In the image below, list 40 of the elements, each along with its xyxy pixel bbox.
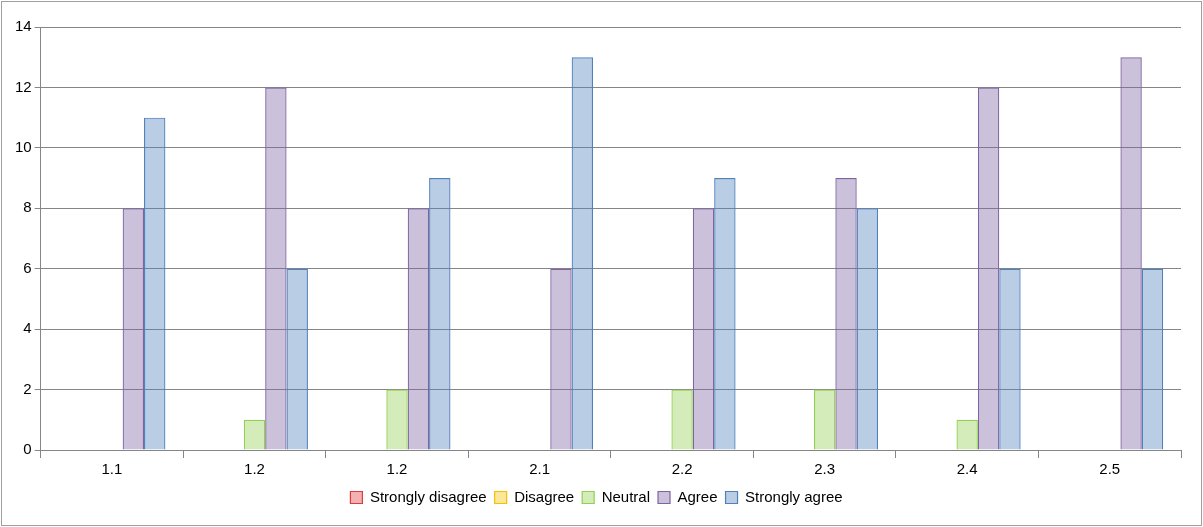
bar bbox=[571, 57, 594, 450]
x-tick-label: 2.1 bbox=[529, 460, 550, 478]
x-tick-label: 2.4 bbox=[956, 460, 978, 478]
y-tick-label: 6 bbox=[23, 258, 32, 276]
bar bbox=[999, 268, 1021, 450]
legend-label: Strongly disagree bbox=[369, 487, 487, 505]
y-tick-label: 8 bbox=[23, 198, 32, 216]
x-tick-label: 2.3 bbox=[814, 460, 836, 478]
bar bbox=[671, 389, 693, 450]
bar bbox=[813, 389, 836, 450]
y-tick-label: 14 bbox=[15, 17, 32, 35]
legend-label: Strongly agree bbox=[745, 487, 843, 505]
legend-label: Disagree bbox=[514, 487, 575, 505]
y-tick-label: 4 bbox=[23, 319, 32, 337]
y-tick-label: 0 bbox=[23, 440, 32, 458]
x-tick-label: 2.2 bbox=[671, 460, 693, 478]
bar bbox=[122, 208, 145, 450]
bar bbox=[715, 179, 735, 450]
bar bbox=[144, 117, 166, 450]
bar bbox=[550, 268, 572, 450]
bar bbox=[977, 87, 1000, 450]
x-tick-label: 1.1 bbox=[101, 460, 123, 478]
bar bbox=[265, 87, 287, 450]
x-tick-label: 1.2 bbox=[386, 460, 408, 478]
bar bbox=[430, 179, 450, 450]
y-tick-label: 2 bbox=[23, 379, 32, 397]
bar bbox=[1141, 268, 1164, 450]
legend-label: Agree bbox=[677, 487, 718, 505]
x-tick-label: 2.5 bbox=[1099, 460, 1121, 478]
y-tick-label: 12 bbox=[15, 77, 32, 95]
bar bbox=[407, 208, 430, 450]
bar bbox=[956, 419, 978, 450]
legend-label: Neutral bbox=[601, 487, 651, 505]
bar bbox=[856, 208, 879, 450]
y-tick-label: 10 bbox=[15, 138, 32, 155]
bar bbox=[386, 389, 408, 450]
bar bbox=[692, 208, 715, 450]
bar bbox=[243, 419, 266, 450]
bar bbox=[286, 268, 308, 450]
x-tick-label: 1.2 bbox=[244, 460, 265, 478]
